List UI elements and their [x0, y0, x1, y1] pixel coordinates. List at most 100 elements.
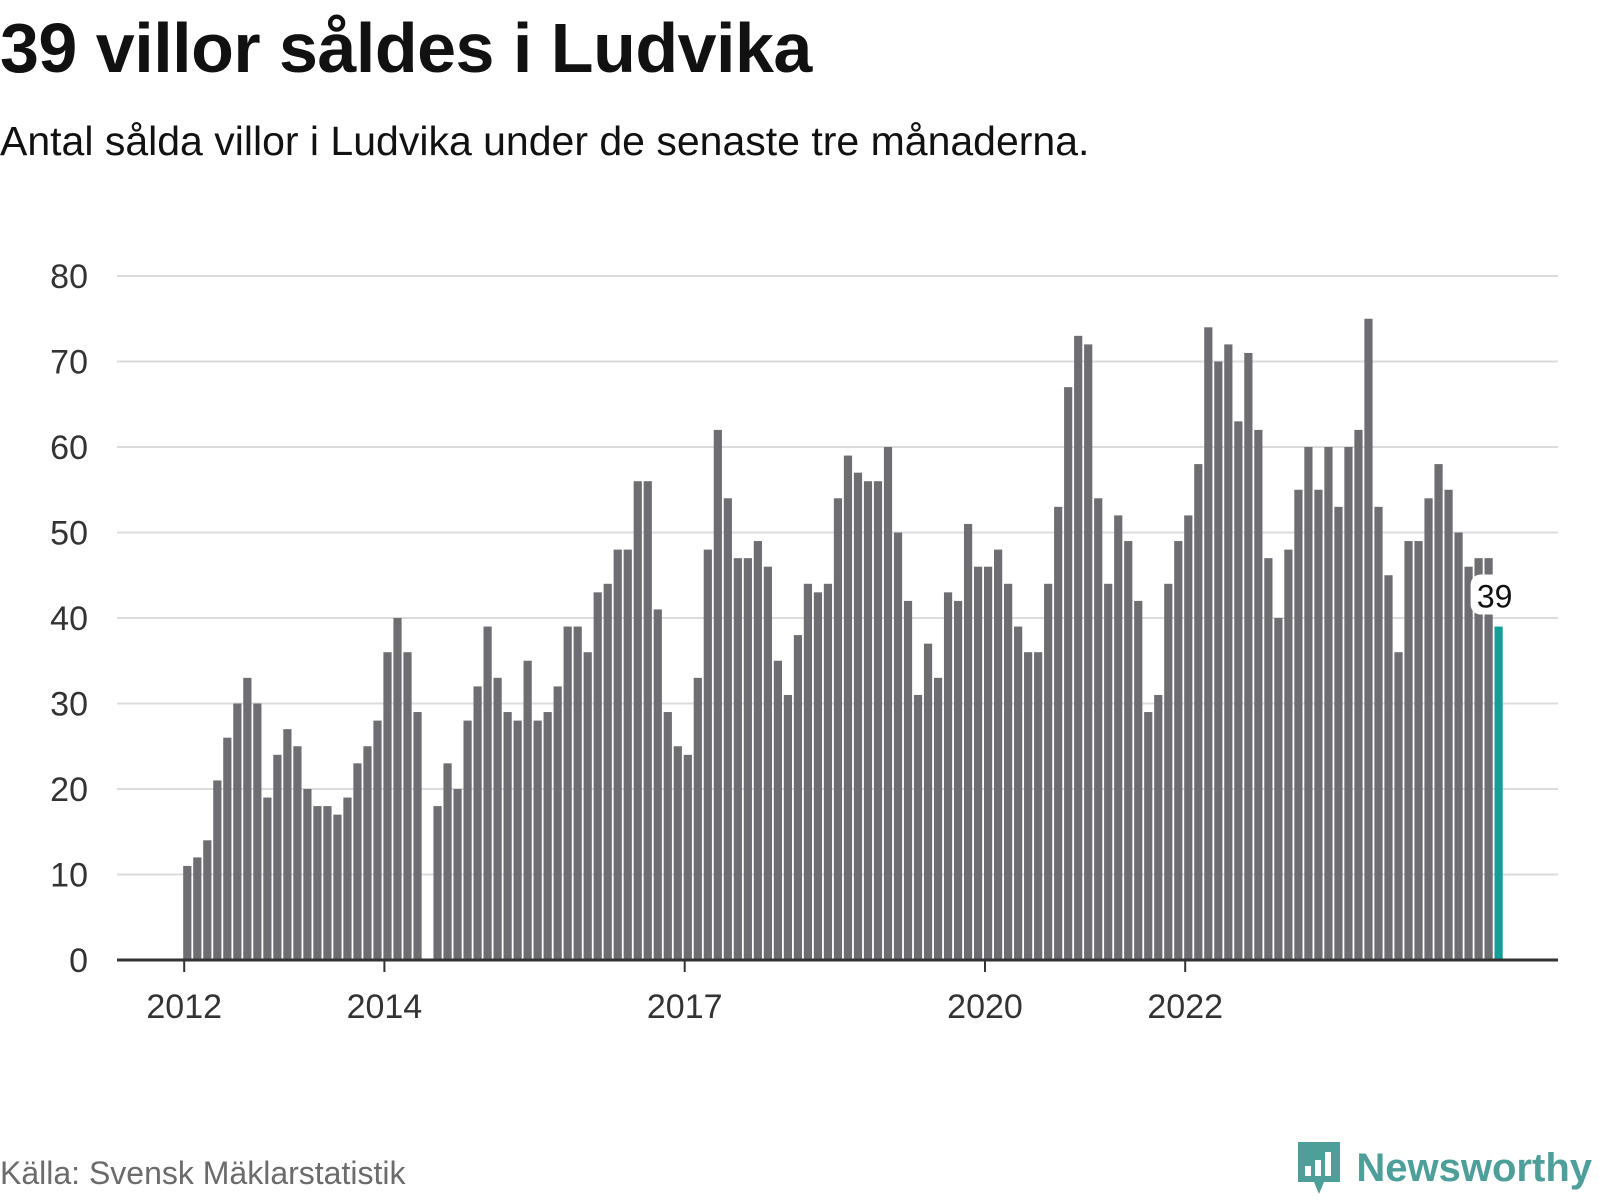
bar — [443, 763, 452, 960]
bar — [1094, 498, 1103, 960]
bar — [293, 746, 302, 960]
chart-title: 39 villor såldes i Ludvika — [0, 9, 812, 87]
bar-chart: 0 10 20 30 40 50 60 70 80 2012 2014 2017 2020 2022 3… — [50, 258, 1558, 1026]
y-tick-label: 40 — [50, 600, 88, 638]
bar — [1384, 575, 1393, 960]
bar — [203, 840, 212, 960]
bar — [853, 472, 863, 960]
bar — [1444, 489, 1453, 960]
bar — [1174, 541, 1183, 960]
y-axis-ticks: 0 10 20 30 40 50 60 70 80 — [50, 258, 88, 980]
highlight-bar — [1494, 626, 1503, 960]
bar — [473, 686, 482, 960]
bar — [1194, 464, 1203, 960]
bar — [1314, 489, 1323, 960]
bar — [303, 789, 312, 960]
bar — [1184, 515, 1193, 960]
bar — [1274, 618, 1283, 960]
bar — [493, 677, 502, 960]
bar — [773, 660, 782, 960]
bar — [653, 609, 662, 960]
bar — [1234, 421, 1243, 961]
annotations: 39 — [1470, 574, 1519, 615]
bar — [253, 703, 262, 960]
bar — [193, 857, 202, 960]
bar — [1354, 429, 1363, 960]
bar — [703, 549, 712, 960]
bar — [1034, 652, 1043, 960]
bar — [833, 498, 843, 960]
bar — [1204, 327, 1213, 960]
x-tick-label: 2014 — [347, 988, 423, 1026]
bar — [683, 754, 692, 960]
bar — [723, 498, 732, 960]
x-tick-label: 2012 — [146, 988, 222, 1026]
bar — [1134, 600, 1143, 960]
bar — [823, 583, 833, 960]
bar — [713, 429, 722, 960]
x-tick-label: 2022 — [1147, 988, 1223, 1026]
bar — [1114, 515, 1123, 960]
bar — [873, 481, 883, 960]
bar — [463, 720, 472, 960]
bar — [973, 566, 983, 960]
bar — [1144, 712, 1153, 960]
bar — [513, 720, 522, 960]
bar — [323, 806, 332, 960]
bar — [553, 686, 562, 960]
bar — [883, 447, 893, 960]
bar — [1364, 318, 1373, 960]
y-tick-label: 80 — [50, 258, 88, 296]
bar — [1374, 506, 1383, 960]
bar — [813, 592, 823, 960]
bar — [673, 746, 682, 960]
bar — [213, 780, 222, 960]
bar — [403, 652, 412, 960]
bar — [643, 481, 652, 960]
bar — [863, 481, 873, 960]
bar — [1004, 583, 1013, 960]
bar — [353, 763, 362, 960]
bar — [933, 677, 943, 960]
source-note: Källa: Svensk Mäklarstatistik — [0, 1155, 406, 1191]
data-label-bg — [1470, 574, 1519, 615]
bar — [413, 712, 422, 960]
bar — [343, 797, 352, 960]
newsworthy-logo-icon — [1298, 1142, 1341, 1194]
y-tick-label: 0 — [69, 942, 88, 980]
bar — [603, 583, 612, 960]
bar — [333, 814, 342, 960]
bar — [1074, 335, 1083, 961]
bar — [1464, 566, 1473, 960]
bar — [383, 652, 392, 960]
bar — [1084, 344, 1093, 960]
bar — [1164, 583, 1173, 960]
bar — [763, 566, 772, 960]
bar — [994, 549, 1003, 960]
bar — [693, 677, 702, 960]
brand-name: Newsworthy — [1356, 1145, 1592, 1190]
x-tick-label: 2017 — [647, 988, 723, 1026]
bar — [1024, 652, 1033, 960]
y-tick-label: 10 — [50, 857, 88, 895]
brand-logo: Newsworthy — [1294, 1138, 1592, 1198]
bar — [263, 797, 272, 960]
bar — [1264, 558, 1273, 960]
bar — [893, 532, 903, 960]
bar — [1214, 361, 1223, 960]
y-tick-label: 70 — [50, 344, 88, 382]
bar — [793, 635, 803, 960]
bar — [733, 558, 742, 960]
bar — [1124, 541, 1133, 960]
bar — [913, 694, 923, 960]
bar — [984, 566, 993, 960]
bar — [283, 729, 292, 960]
bar — [1334, 506, 1343, 960]
bar — [1484, 558, 1493, 960]
bar — [1474, 558, 1483, 960]
bar — [453, 789, 462, 960]
bar — [903, 600, 913, 960]
bar — [1324, 447, 1333, 960]
bar — [1434, 464, 1443, 960]
bar — [533, 720, 542, 960]
